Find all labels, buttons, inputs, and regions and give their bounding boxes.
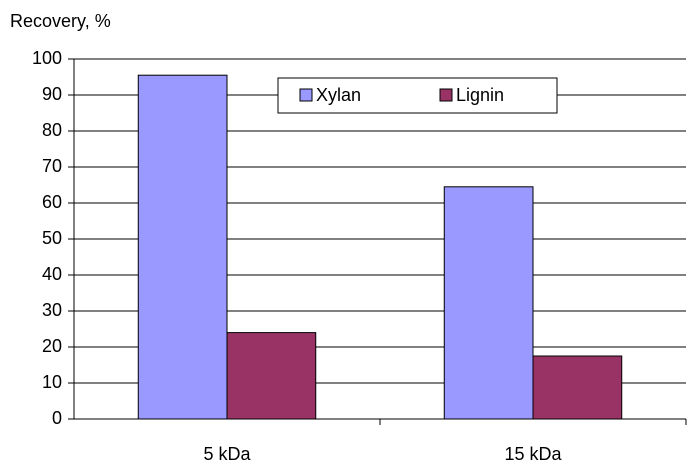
y-tick-label: 90 [42, 84, 62, 104]
legend-box [277, 77, 558, 114]
legend-label: Lignin [456, 85, 504, 105]
x-tick-label: 5 kDa [203, 444, 251, 464]
legend: Xylan Lignin [277, 77, 558, 114]
bar [137, 74, 228, 420]
y-tick-label: 40 [42, 264, 62, 284]
y-tick-label: 0 [52, 408, 62, 428]
bar [532, 355, 623, 420]
y-tick-label: 60 [42, 192, 62, 212]
legend-swatch [299, 88, 313, 102]
y-axis-label: Recovery, % [10, 11, 111, 31]
y-tick-label: 80 [42, 120, 62, 140]
y-tick-label: 70 [42, 156, 62, 176]
y-tick-label: 30 [42, 300, 62, 320]
y-tick-label: 10 [42, 372, 62, 392]
x-tick-label: 15 kDa [504, 444, 562, 464]
legend-label: Xylan [316, 85, 361, 105]
y-tick-label: 50 [42, 228, 62, 248]
legend-swatch [439, 88, 453, 102]
y-tick-label: 20 [42, 336, 62, 356]
bar [443, 186, 534, 420]
y-tick-label: 100 [32, 48, 62, 68]
bar [226, 332, 317, 420]
